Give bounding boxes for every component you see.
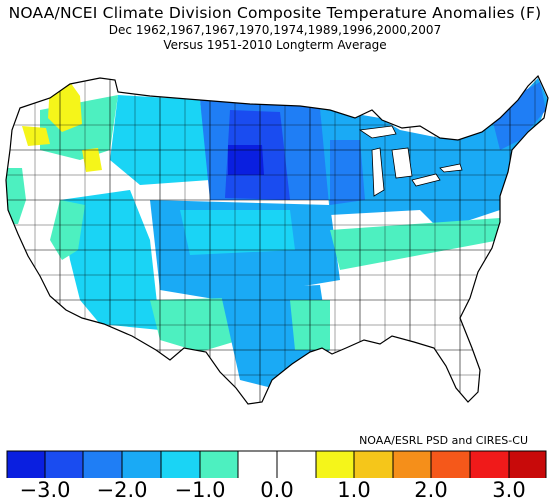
region-warm-washington <box>48 82 82 132</box>
region-warm-coast <box>22 126 50 146</box>
colorbar-tick-label: 1.0 <box>337 478 371 502</box>
swatch-m15 <box>160 450 201 478</box>
swatch-m20 <box>121 450 162 478</box>
great-lakes <box>358 125 463 197</box>
swatch-m25 <box>82 450 123 478</box>
division-borders <box>6 76 548 404</box>
region-ohio-valley <box>330 218 500 270</box>
swatch-0b <box>276 450 317 478</box>
anomaly-regions <box>6 76 548 404</box>
map-subtitle-years: Dec 1962,1967,1967,1970,1974,1989,1996,2… <box>108 23 442 37</box>
swatch-m10 <box>199 450 239 478</box>
region-new-england <box>490 82 546 150</box>
swatch-m30 <box>44 450 84 478</box>
region-warm-idaho <box>82 148 102 172</box>
swatch-p10 <box>315 450 355 478</box>
us-climate-division-map <box>5 75 549 405</box>
swatch-p20 <box>392 450 432 478</box>
colorbar-tick-label: 0.0 <box>260 478 294 502</box>
swatch-p35 <box>508 450 547 478</box>
map-title: NOAA/NCEI Climate Division Composite Tem… <box>8 4 542 22</box>
map-subtitle-baseline: Versus 1951-2010 Longterm Average <box>163 38 387 52</box>
colorbar-tick-label: 3.0 <box>492 478 526 502</box>
color-legend-bar <box>6 450 547 478</box>
swatch-0a <box>237 450 278 478</box>
region-colorado-kansas <box>180 210 295 255</box>
swatch-p30 <box>469 450 510 478</box>
data-credit: NOAA/ESRL PSD and CIRES-CU <box>359 434 528 447</box>
header: NOAA/NCEI Climate Division Composite Tem… <box>0 0 550 53</box>
swatch-m35 <box>6 450 46 478</box>
region-coldest-core <box>228 145 264 175</box>
region-iowa <box>330 140 365 205</box>
region-nevada-west <box>50 200 85 260</box>
swatch-p15 <box>353 450 394 478</box>
swatch-p25 <box>430 450 471 478</box>
colorbar-tick-label: −2.0 <box>96 478 148 502</box>
colorbar-tick-label: 2.0 <box>414 478 448 502</box>
colorbar-tick-label: −3.0 <box>19 478 71 502</box>
colorbar-tick-label: −1.0 <box>174 478 226 502</box>
